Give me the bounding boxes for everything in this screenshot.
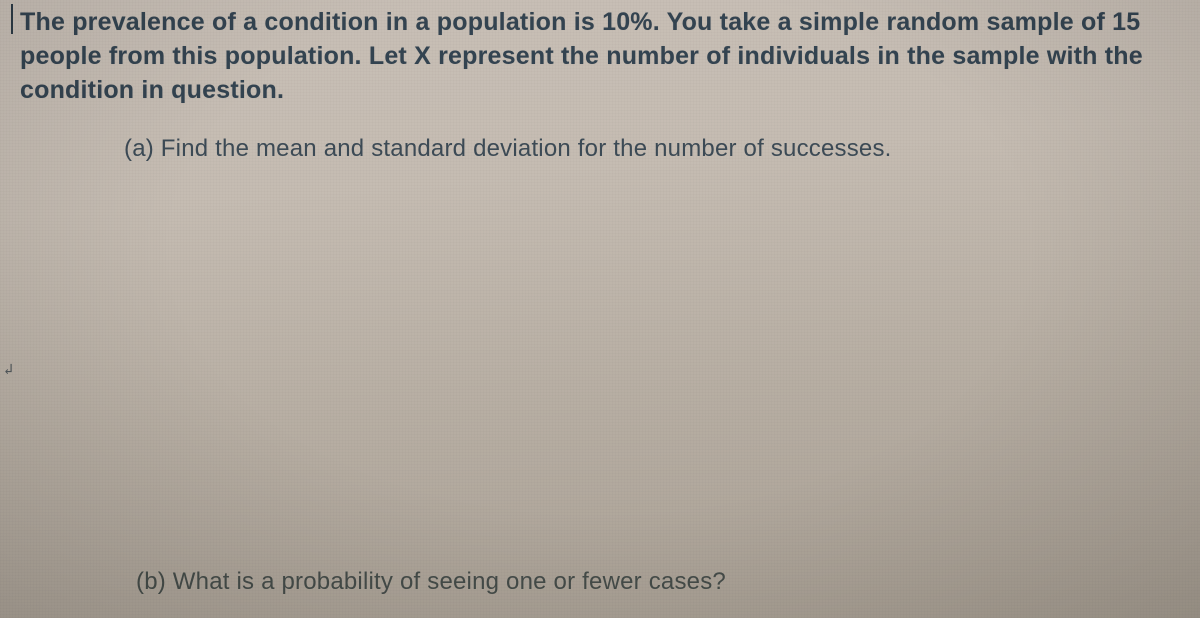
margin-glyph: ↲ <box>4 360 13 379</box>
problem-part-a: (a) Find the mean and standard deviation… <box>124 135 1186 163</box>
problem-panel: The prevalence of a condition in a popul… <box>0 0 1200 618</box>
problem-part-b: (b) What is a probability of seeing one … <box>136 568 726 596</box>
problem-intro-text: The prevalence of a condition in a popul… <box>20 6 1180 107</box>
text-cursor-mark <box>11 4 13 34</box>
